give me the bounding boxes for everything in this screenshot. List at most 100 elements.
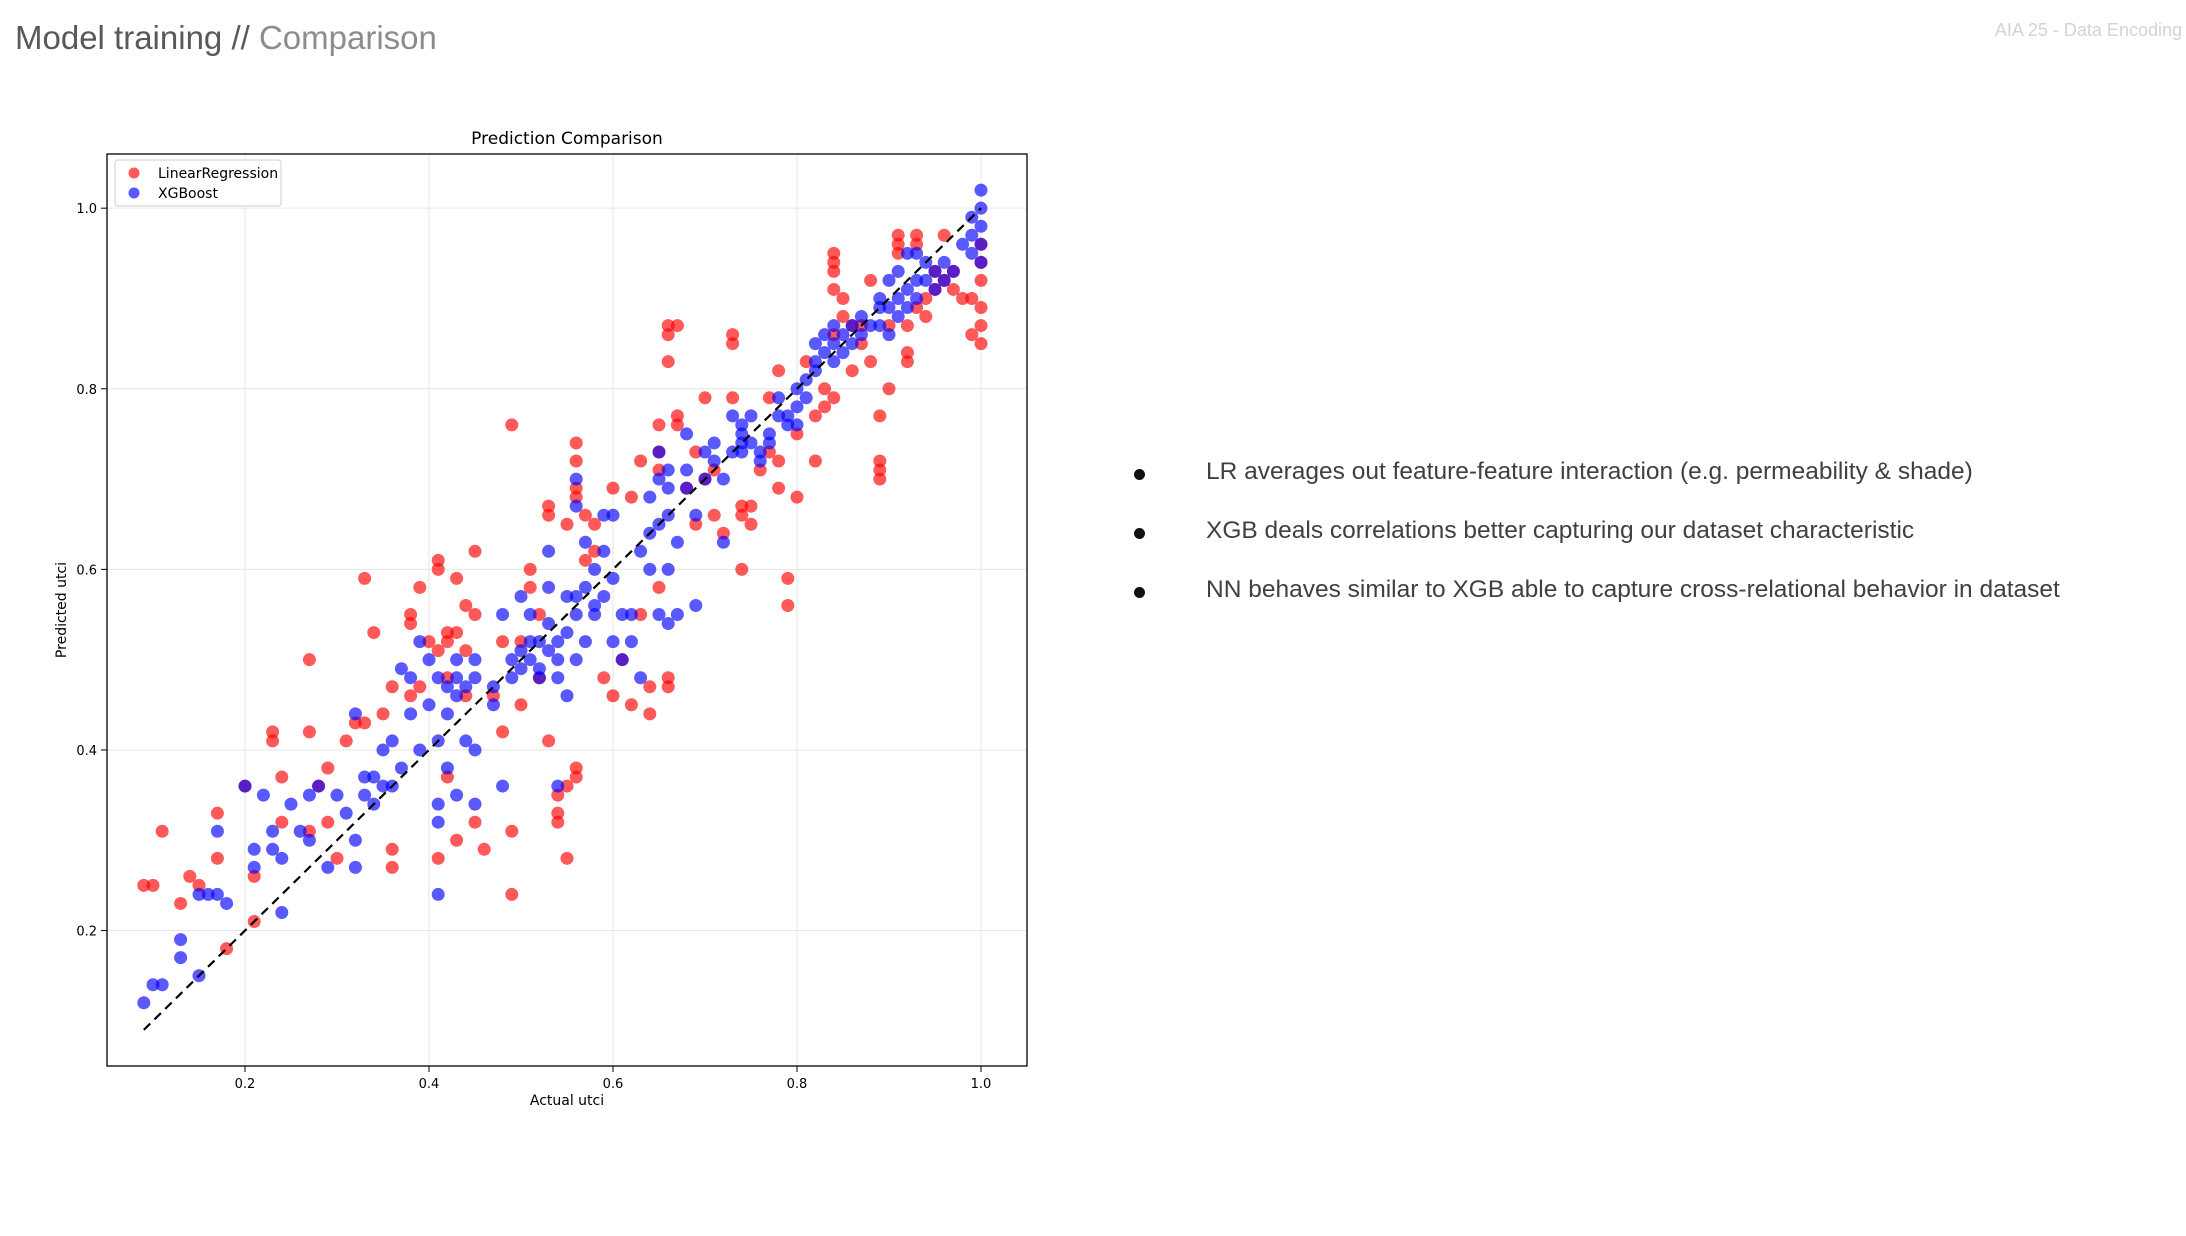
point-linearregression: [321, 761, 335, 775]
point-linearregression: [661, 319, 675, 333]
point-linearregression: [385, 842, 399, 856]
point-xgboost: [762, 436, 776, 450]
point-xgboost: [680, 427, 694, 441]
point-linearregression: [891, 237, 905, 251]
point-linearregression: [634, 454, 648, 468]
point-xgboost: [873, 319, 887, 333]
point-xgboost: [404, 671, 418, 685]
point-linearregression: [772, 364, 786, 378]
point-linearregression: [339, 734, 353, 748]
point-linearregression: [321, 815, 335, 829]
point-linearregression: [818, 382, 832, 396]
point-linearregression: [440, 770, 454, 784]
point-linearregression: [735, 499, 749, 513]
point-linearregression: [477, 842, 491, 856]
bullet-item: NN behaves similar to XGB able to captur…: [1130, 573, 2060, 607]
point-xgboost: [735, 418, 749, 432]
point-linearregression: [569, 481, 583, 495]
point-xgboost: [661, 562, 675, 576]
point-linearregression: [330, 851, 344, 865]
point-linearregression: [974, 273, 988, 287]
y-tick-label: 0.8: [76, 383, 97, 398]
point-linearregression: [726, 328, 740, 342]
point-linearregression: [569, 436, 583, 450]
point-xgboost: [339, 806, 353, 820]
point-linearregression: [753, 463, 767, 477]
point-xgboost: [900, 301, 914, 315]
point-linearregression: [404, 689, 418, 703]
point-xgboost: [716, 535, 730, 549]
point-xgboost: [937, 255, 951, 269]
point-xgboost: [882, 301, 896, 315]
legend-marker-xgboost: [128, 187, 140, 199]
point-xgboost: [891, 264, 905, 278]
point-linearregression: [818, 400, 832, 414]
point-linearregression: [523, 562, 537, 576]
point-linearregression: [505, 824, 519, 838]
x-tick-label: 1.0: [971, 1077, 992, 1092]
point-xgboost: [781, 418, 795, 432]
point-xgboost: [588, 608, 602, 622]
point-linearregression: [735, 562, 749, 576]
point-xgboost: [431, 797, 445, 811]
point-linearregression: [275, 770, 289, 784]
point-linearregression: [450, 626, 464, 640]
point-xgboost: [431, 671, 445, 685]
point-linearregression: [266, 725, 280, 739]
point-xgboost: [808, 337, 822, 351]
point-linearregression: [689, 517, 703, 531]
point-xgboost: [468, 653, 482, 667]
point-xgboost: [514, 589, 528, 603]
point-linearregression: [532, 608, 546, 622]
point-xgboost: [330, 788, 344, 802]
point-linearregression: [689, 445, 703, 459]
point-xgboost: [542, 544, 556, 558]
point-xgboost: [818, 346, 832, 360]
point-linearregression: [781, 598, 795, 612]
point-xgboost: [827, 319, 841, 333]
point-linearregression: [716, 526, 730, 540]
point-xgboost: [910, 291, 924, 305]
point-xgboost: [376, 743, 390, 757]
point-xgboost: [615, 653, 629, 667]
point-linearregression: [569, 454, 583, 468]
point-linearregression: [910, 237, 924, 251]
point-linearregression: [210, 851, 224, 865]
point-xgboost: [882, 328, 896, 342]
point-linearregression: [302, 725, 316, 739]
point-linearregression: [578, 508, 592, 522]
point-linearregression: [367, 626, 381, 640]
bullet-dot: [1134, 469, 1145, 480]
point-linearregression: [496, 725, 510, 739]
point-linearregression: [790, 427, 804, 441]
point-xgboost: [293, 824, 307, 838]
point-linearregression: [551, 806, 565, 820]
point-linearregression: [900, 346, 914, 360]
point-linearregression: [542, 499, 556, 513]
point-xgboost: [716, 472, 730, 486]
legend-label-linearregression: LinearRegression: [158, 166, 278, 182]
point-linearregression: [431, 562, 445, 576]
point-linearregression: [514, 698, 528, 712]
point-linearregression: [468, 608, 482, 622]
point-xgboost: [790, 400, 804, 414]
y-tick-label: 0.6: [76, 563, 97, 578]
point-xgboost: [845, 319, 859, 333]
point-xgboost: [321, 860, 335, 874]
reference-line: [143, 207, 982, 1031]
point-xgboost: [919, 273, 933, 287]
point-linearregression: [440, 635, 454, 649]
point-linearregression: [661, 355, 675, 369]
point-xgboost: [542, 617, 556, 631]
bullet-text: XGB deals correlations better capturing …: [1206, 517, 1915, 544]
point-xgboost: [422, 698, 436, 712]
point-xgboost: [247, 842, 261, 856]
point-linearregression: [588, 517, 602, 531]
point-linearregression: [808, 454, 822, 468]
chart-points: [137, 183, 988, 1010]
point-xgboost: [698, 445, 712, 459]
point-xgboost: [496, 779, 510, 793]
point-xgboost: [560, 626, 574, 640]
point-xgboost: [551, 671, 565, 685]
point-linearregression: [827, 255, 841, 269]
